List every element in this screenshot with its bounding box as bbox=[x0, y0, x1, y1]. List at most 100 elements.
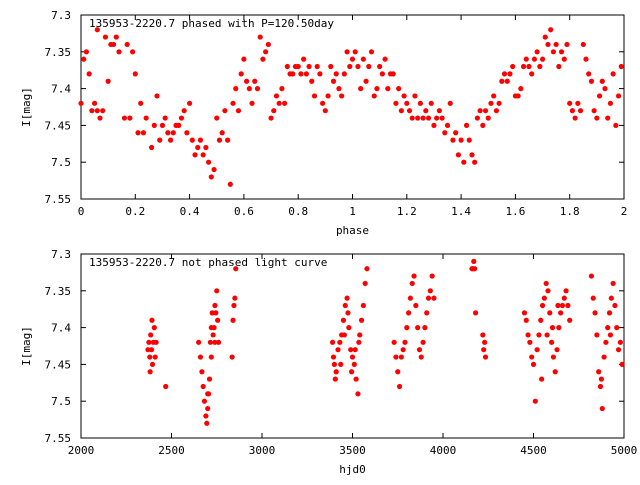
y-tick-label: 7.5 bbox=[51, 156, 71, 169]
data-point bbox=[458, 137, 464, 143]
data-point bbox=[135, 130, 141, 136]
x-tick-label: 4000 bbox=[430, 444, 457, 457]
data-point bbox=[431, 295, 437, 301]
data-point bbox=[348, 347, 354, 353]
data-point bbox=[154, 93, 160, 99]
data-point bbox=[349, 56, 356, 62]
data-point bbox=[203, 413, 209, 419]
data-point bbox=[282, 100, 288, 106]
data-point bbox=[233, 266, 239, 272]
data-point bbox=[544, 332, 550, 338]
data-point bbox=[358, 317, 365, 323]
data-point bbox=[558, 49, 565, 55]
data-point bbox=[603, 339, 609, 345]
data-point bbox=[219, 130, 225, 136]
data-point bbox=[537, 63, 543, 70]
data-point bbox=[485, 115, 491, 121]
data-point bbox=[409, 115, 415, 121]
data-point bbox=[594, 115, 600, 121]
data-point bbox=[189, 137, 195, 143]
unphased-light-curve-panel: 2000 2500 3000 3500 4000 4500 5000 7.3 7.35 7.4 7.… bbox=[20, 248, 637, 476]
data-point bbox=[207, 339, 214, 345]
data-point bbox=[527, 339, 533, 345]
data-point bbox=[558, 310, 564, 316]
data-point bbox=[422, 325, 428, 331]
data-point bbox=[301, 56, 307, 62]
data-point bbox=[591, 108, 597, 114]
data-point bbox=[543, 280, 549, 287]
data-point bbox=[205, 391, 211, 397]
data-point bbox=[345, 310, 351, 316]
data-point bbox=[265, 41, 271, 48]
data-point bbox=[148, 144, 155, 151]
data-point bbox=[482, 108, 489, 114]
data-point bbox=[547, 310, 553, 316]
data-point bbox=[507, 71, 513, 77]
data-point bbox=[588, 273, 595, 279]
data-point bbox=[214, 115, 220, 121]
data-point bbox=[615, 347, 622, 353]
y-tick-label: 7.4 bbox=[51, 83, 71, 96]
data-point bbox=[532, 398, 538, 404]
data-point bbox=[545, 288, 551, 294]
data-point bbox=[556, 325, 562, 331]
data-point bbox=[147, 369, 153, 375]
data-point bbox=[423, 108, 429, 114]
data-point bbox=[213, 310, 219, 316]
data-point bbox=[159, 122, 166, 128]
data-point bbox=[393, 354, 399, 360]
data-point bbox=[402, 339, 408, 345]
data-point bbox=[196, 339, 202, 345]
data-point bbox=[385, 86, 391, 92]
chart-title: 135953-2220.7 not phased light curve bbox=[89, 256, 327, 269]
data-point bbox=[225, 137, 231, 143]
data-point bbox=[371, 93, 377, 99]
y-tick-label: 7.5 bbox=[51, 395, 71, 408]
data-point bbox=[129, 49, 136, 55]
data-point bbox=[567, 317, 573, 323]
data-point bbox=[335, 347, 341, 353]
data-point bbox=[416, 347, 423, 353]
data-point bbox=[615, 93, 622, 99]
data-point bbox=[482, 354, 489, 360]
data-point bbox=[377, 63, 383, 70]
data-point bbox=[295, 63, 301, 70]
data-point bbox=[263, 49, 269, 55]
data-point bbox=[550, 49, 557, 55]
data-point bbox=[463, 122, 470, 128]
data-point bbox=[530, 361, 537, 367]
y-tick-label: 7.45 bbox=[45, 358, 72, 371]
data-point bbox=[341, 332, 347, 338]
data-point bbox=[561, 56, 567, 62]
data-point bbox=[149, 317, 155, 323]
data-point bbox=[83, 49, 90, 55]
data-point bbox=[596, 93, 603, 99]
data-point bbox=[472, 310, 479, 316]
data-point bbox=[404, 100, 410, 106]
data-point bbox=[81, 56, 87, 62]
data-point bbox=[572, 115, 578, 121]
data-point bbox=[152, 354, 158, 360]
data-point bbox=[583, 56, 589, 62]
data-point bbox=[366, 63, 372, 70]
data-point bbox=[147, 354, 153, 360]
data-point bbox=[401, 93, 407, 99]
data-point bbox=[252, 78, 258, 84]
data-point bbox=[86, 71, 92, 77]
data-point bbox=[590, 295, 596, 301]
data-point bbox=[607, 100, 614, 106]
data-point bbox=[208, 354, 214, 360]
data-point bbox=[227, 181, 233, 187]
data-point bbox=[181, 108, 187, 114]
data-point bbox=[610, 71, 616, 77]
data-point bbox=[553, 41, 559, 48]
data-point bbox=[351, 361, 357, 367]
data-point bbox=[197, 137, 204, 143]
data-point bbox=[238, 71, 244, 77]
data-point bbox=[472, 266, 478, 272]
data-point bbox=[442, 130, 448, 136]
data-point bbox=[481, 347, 487, 353]
x-tick-label: 1.4 bbox=[451, 205, 471, 218]
x-tick-label: 1 bbox=[349, 205, 356, 218]
data-point bbox=[536, 332, 542, 338]
